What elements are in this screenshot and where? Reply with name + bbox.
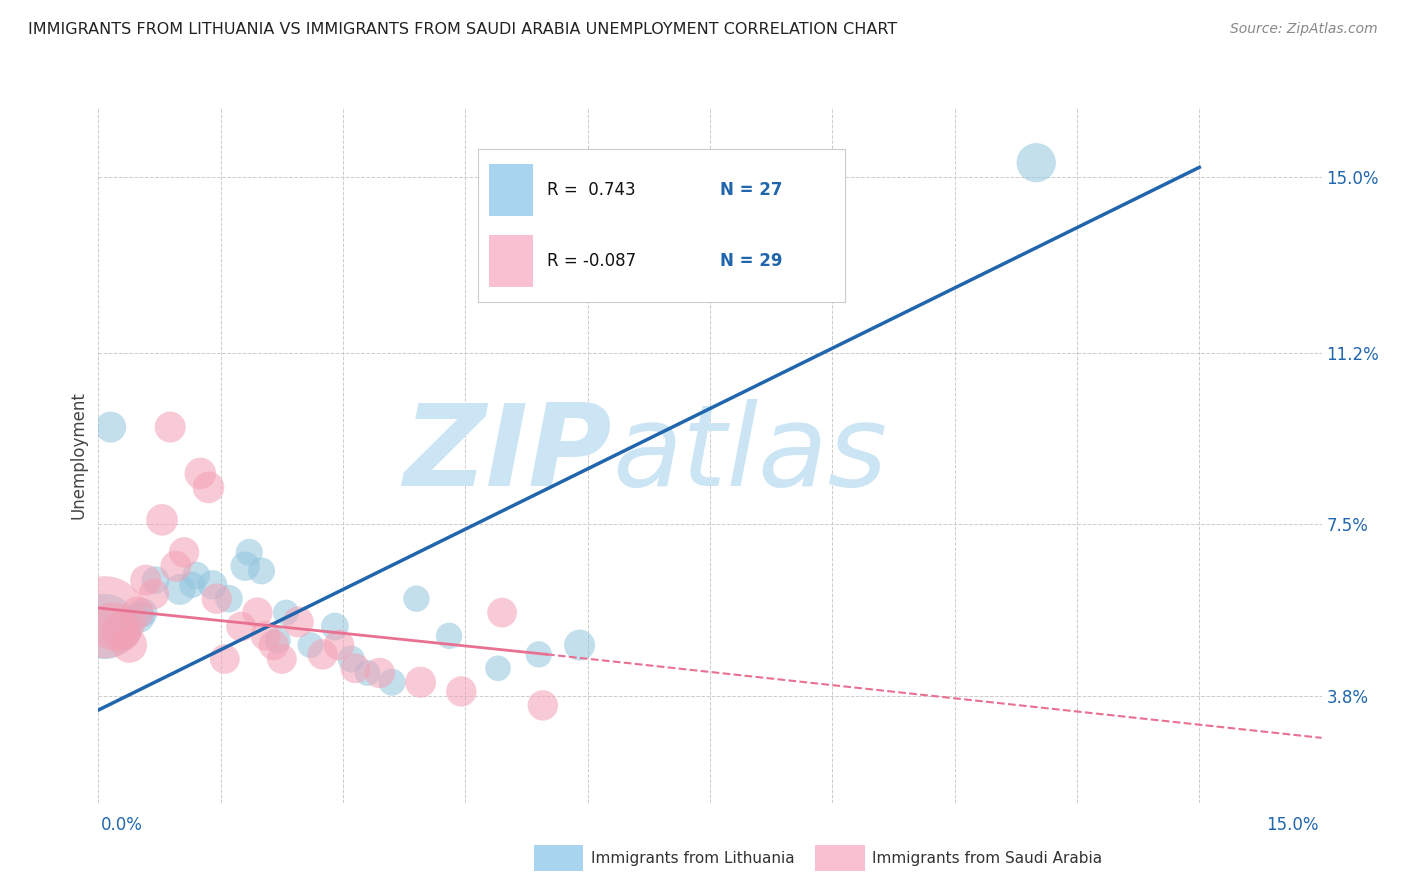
Point [409, 675, 432, 690]
Point [246, 606, 269, 620]
Point [197, 480, 219, 494]
Point [328, 638, 350, 652]
Point [165, 559, 187, 574]
Text: 15.0%: 15.0% [1267, 816, 1319, 834]
Point [214, 652, 236, 666]
Point [323, 619, 346, 633]
Point [1025, 155, 1047, 169]
Text: atlas: atlas [612, 400, 887, 510]
Point [100, 420, 122, 434]
Text: R = -0.087: R = -0.087 [547, 252, 637, 269]
Point [344, 661, 367, 675]
Point [486, 661, 509, 675]
Text: Immigrants from Lithuania: Immigrants from Lithuania [591, 851, 794, 865]
Text: N = 29: N = 29 [720, 252, 782, 269]
Text: ZIP: ZIP [404, 400, 612, 510]
Point [531, 698, 554, 713]
Point [368, 665, 391, 680]
Text: IMMIGRANTS FROM LITHUANIA VS IMMIGRANTS FROM SAUDI ARABIA UNEMPLOYMENT CORRELATI: IMMIGRANTS FROM LITHUANIA VS IMMIGRANTS … [28, 22, 897, 37]
Point [233, 559, 256, 574]
Point [405, 591, 427, 606]
Point [181, 578, 204, 592]
Text: Immigrants from Saudi Arabia: Immigrants from Saudi Arabia [872, 851, 1102, 865]
Point [270, 652, 294, 666]
Point [299, 638, 322, 652]
Point [340, 652, 363, 666]
Point [173, 545, 195, 559]
FancyBboxPatch shape [489, 164, 533, 216]
Point [568, 638, 591, 652]
Point [263, 638, 285, 652]
Point [159, 420, 181, 434]
Point [491, 606, 513, 620]
Point [110, 624, 132, 639]
Point [267, 633, 290, 648]
Point [132, 606, 155, 620]
Point [188, 467, 212, 481]
Point [356, 665, 378, 680]
Point [250, 564, 273, 578]
Point [437, 629, 460, 643]
Point [201, 578, 224, 592]
Text: R =  0.743: R = 0.743 [547, 181, 636, 199]
Y-axis label: Unemployment: Unemployment [69, 391, 87, 519]
Point [527, 648, 550, 662]
Point [186, 568, 208, 582]
Point [128, 610, 150, 624]
Text: Source: ZipAtlas.com: Source: ZipAtlas.com [1230, 22, 1378, 37]
Point [381, 675, 404, 690]
Point [231, 619, 253, 633]
Point [287, 615, 309, 629]
Point [101, 619, 124, 633]
Point [135, 573, 157, 587]
Point [145, 573, 167, 587]
FancyBboxPatch shape [489, 235, 533, 286]
Point [94, 619, 117, 633]
Point [238, 545, 260, 559]
Point [205, 591, 228, 606]
Text: 0.0%: 0.0% [101, 816, 143, 834]
Point [150, 513, 173, 527]
Point [169, 582, 191, 597]
Point [450, 684, 472, 698]
Point [127, 606, 149, 620]
Point [94, 610, 117, 624]
Point [254, 629, 277, 643]
Point [274, 606, 297, 620]
Point [118, 638, 141, 652]
Text: N = 27: N = 27 [720, 181, 782, 199]
Point [111, 624, 134, 639]
Point [142, 587, 165, 601]
Point [312, 648, 335, 662]
Point [218, 591, 240, 606]
